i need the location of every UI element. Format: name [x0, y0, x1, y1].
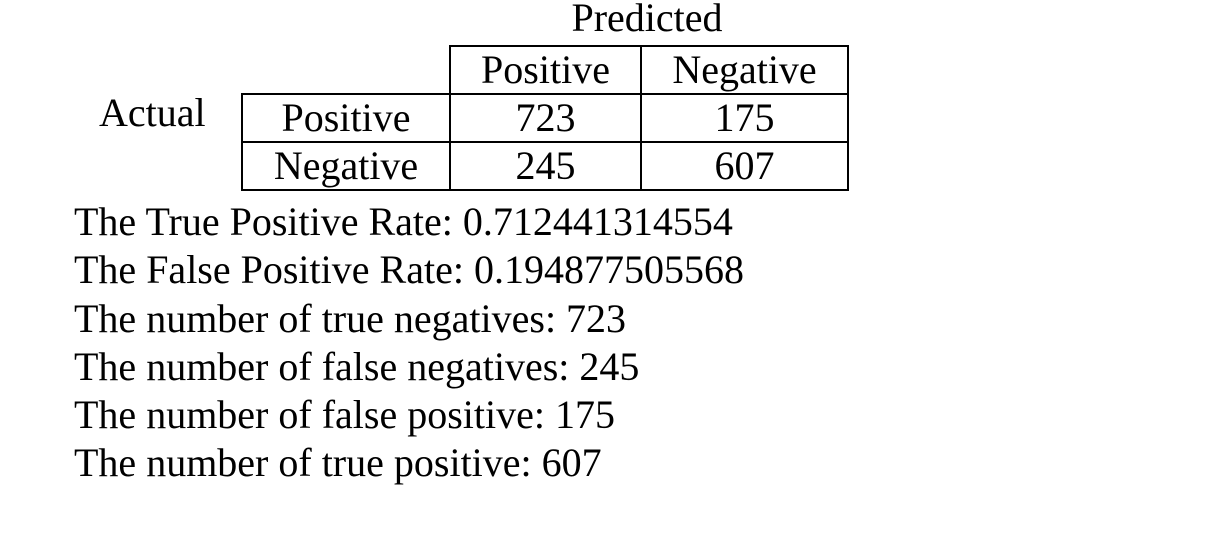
row-header-negative: Negative: [241, 141, 451, 191]
confusion-matrix-table: Positive Negative Positive 723 175 Negat…: [241, 45, 849, 191]
predicted-header: Predicted: [571, 0, 723, 40]
column-header-positive: Positive: [449, 45, 642, 95]
row-header-positive: Positive: [241, 93, 451, 143]
actual-label: Actual: [99, 90, 206, 135]
true-positive-line: The number of true positive: 607: [74, 440, 602, 486]
true-positive-rate-line: The True Positive Rate: 0.712441314554: [74, 199, 733, 244]
table-header-row: Positive Negative: [242, 45, 849, 95]
stats-block: The True Positive Rate: 0.712441314554 T…: [74, 198, 744, 488]
true-negatives-line: The number of true negatives: 723: [74, 295, 627, 341]
cell-actual-negative-predicted-positive: 245: [449, 141, 642, 191]
false-negatives-line: The number of false negatives: 245: [74, 343, 640, 389]
cell-actual-positive-predicted-positive: 723: [449, 93, 642, 143]
cell-actual-positive-predicted-negative: 175: [640, 93, 849, 143]
false-positive-rate-line: The False Positive Rate: 0.194877505568: [74, 247, 744, 293]
table-row: Positive 723 175: [241, 93, 849, 143]
cell-actual-negative-predicted-negative: 607: [640, 141, 849, 191]
table-row: Negative 245 607: [241, 141, 849, 191]
column-header-negative: Negative: [640, 45, 849, 95]
table-corner-cell: [242, 46, 450, 95]
false-positive-line: The number of false positive: 175: [74, 392, 615, 438]
